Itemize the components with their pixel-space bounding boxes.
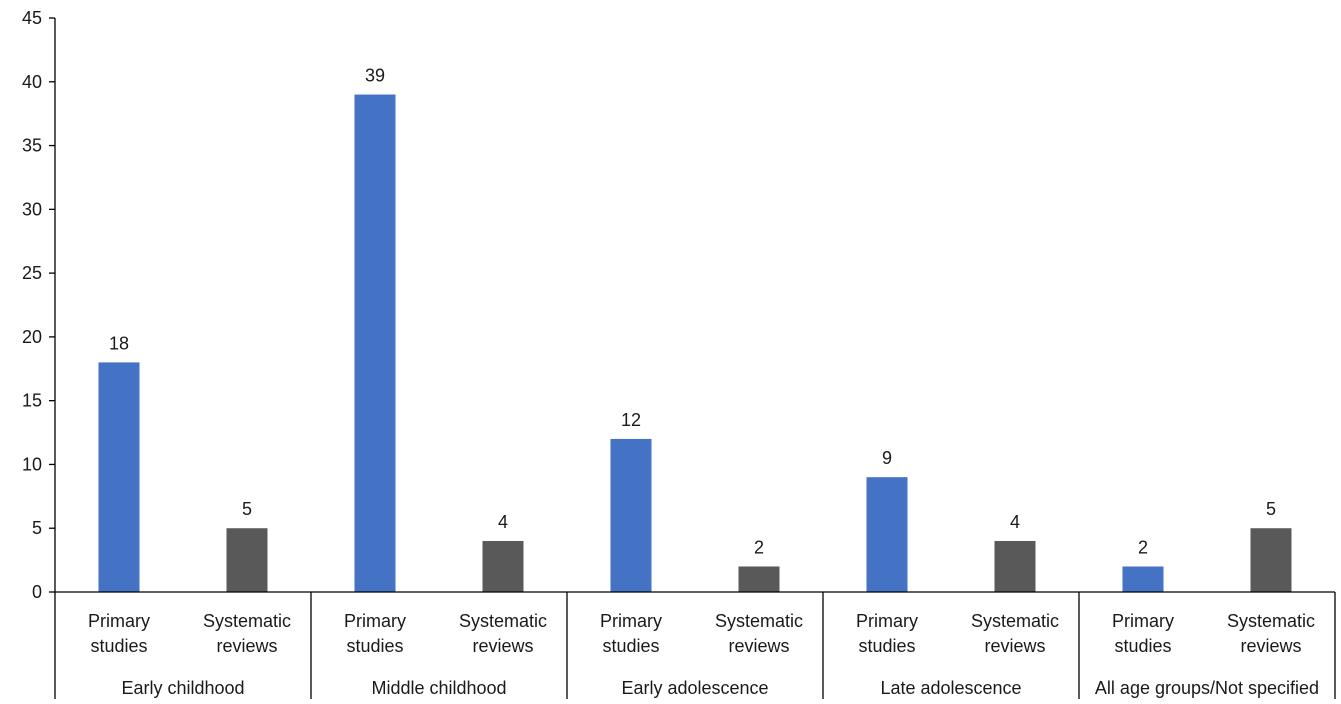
x-tick-label: studies: [346, 636, 403, 656]
y-tick-label: 10: [22, 454, 42, 474]
data-label: 39: [365, 66, 385, 86]
bar: [1250, 528, 1292, 592]
data-label: 18: [109, 333, 129, 353]
data-label: 9: [882, 448, 892, 468]
bar: [482, 540, 524, 592]
y-tick-label: 40: [22, 72, 42, 92]
bar: [354, 94, 396, 593]
x-axis: Primary studies Systematic reviews Primary st…: [54, 591, 1336, 699]
data-label: 2: [754, 537, 764, 557]
group-label: All age groups/Not specified: [1095, 678, 1319, 698]
x-tick-label: Systematic: [459, 611, 547, 631]
y-tick-label: 5: [32, 518, 42, 538]
y-tick-label: 0: [32, 582, 42, 602]
x-tick-label: reviews: [728, 636, 789, 656]
x-tick-label: reviews: [472, 636, 533, 656]
x-tick-label: reviews: [1240, 636, 1301, 656]
x-tick-label: Primary: [88, 611, 150, 631]
x-tick-label: studies: [602, 636, 659, 656]
y-tick-label: 35: [22, 136, 42, 156]
data-labels: 18 39 12 9 2 5 4 2 4 5: [109, 66, 1276, 558]
x-tick-label: reviews: [984, 636, 1045, 656]
bar: [1122, 566, 1164, 592]
bar: [610, 438, 652, 592]
y-axis: 0 5 10 15 20 25 30 35 40 45: [22, 8, 56, 602]
x-tick-label: reviews: [216, 636, 277, 656]
x-tick-label: Primary: [1112, 611, 1174, 631]
bar: [226, 528, 268, 592]
data-label: 5: [242, 499, 252, 519]
data-label: 4: [1010, 512, 1020, 532]
x-tick-label: studies: [1114, 636, 1171, 656]
group-label: Early adolescence: [621, 678, 768, 698]
bar: [738, 566, 780, 592]
x-tick-label: Systematic: [1227, 611, 1315, 631]
x-tick-label: Systematic: [715, 611, 803, 631]
y-tick-label: 30: [22, 199, 42, 219]
y-tick-label: 45: [22, 8, 42, 28]
x-tick-label: studies: [858, 636, 915, 656]
bar: [994, 540, 1036, 592]
y-tick-label: 25: [22, 263, 42, 283]
data-label: 2: [1138, 537, 1148, 557]
data-label: 5: [1266, 499, 1276, 519]
x-tick-label: Primary: [344, 611, 406, 631]
data-label: 4: [498, 512, 508, 532]
x-tick-label: Systematic: [203, 611, 291, 631]
y-tick-label: 20: [22, 327, 42, 347]
bar: [866, 477, 908, 592]
x-tick-label: Primary: [856, 611, 918, 631]
y-tick-label: 15: [22, 391, 42, 411]
data-label: 12: [621, 410, 641, 430]
bars: [98, 94, 1292, 593]
x-tick-label: Systematic: [971, 611, 1059, 631]
x-tick-label: studies: [90, 636, 147, 656]
group-label: Late adolescence: [880, 678, 1021, 698]
bar: [98, 362, 140, 592]
group-label: Middle childhood: [371, 678, 506, 698]
x-tick-label: Primary: [600, 611, 662, 631]
group-label: Early childhood: [121, 678, 244, 698]
